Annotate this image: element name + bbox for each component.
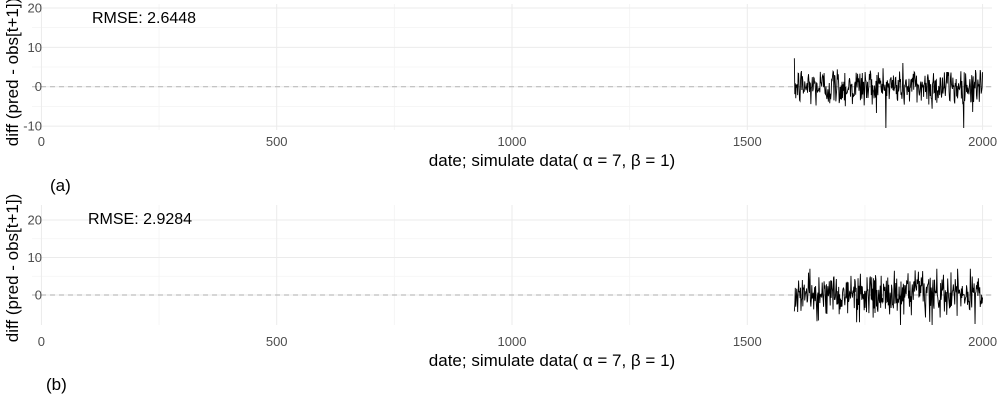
series-line [793, 268, 984, 326]
y-tick-label: 20 [28, 0, 42, 15]
x-tick-label: 2000 [968, 334, 997, 349]
x-tick-label: 1500 [733, 134, 762, 149]
series-line [793, 58, 984, 129]
x-tick-label: 0 [38, 334, 45, 349]
y-axis-title: diff (pred - obs[t+1]) [3, 194, 22, 343]
x-tick-label: 1500 [733, 334, 762, 349]
x-tick-label: 1000 [498, 134, 527, 149]
y-tick-label: 10 [28, 250, 42, 265]
x-axis-title: date; simulate data( α = 7, β = 1) [429, 351, 675, 370]
y-tick-label: -10 [23, 119, 42, 134]
y-axis-title: diff (pred - obs[t+1]) [3, 0, 22, 146]
x-tick-label: 0 [38, 134, 45, 149]
rmse-annotation: RMSE: 2.6448 [92, 10, 196, 27]
x-tick-label: 1000 [498, 334, 527, 349]
x-tick-label: 2000 [968, 134, 997, 149]
x-tick-label: 500 [266, 134, 288, 149]
chart-panel-b: 0 500 1000 1500 2000 0 10 20 date; simulate data… [3, 194, 997, 394]
y-tick-label: 0 [35, 79, 42, 94]
y-tick-label: 10 [28, 40, 42, 55]
x-axis-title: date; simulate data( α = 7, β = 1) [429, 151, 675, 170]
y-tick-label: 20 [28, 213, 42, 228]
panel-label: (b) [46, 375, 67, 394]
y-tick-label: 0 [35, 288, 42, 303]
x-tick-label: 500 [266, 334, 288, 349]
panel-label: (a) [50, 176, 71, 195]
rmse-annotation: RMSE: 2.9284 [88, 211, 192, 228]
